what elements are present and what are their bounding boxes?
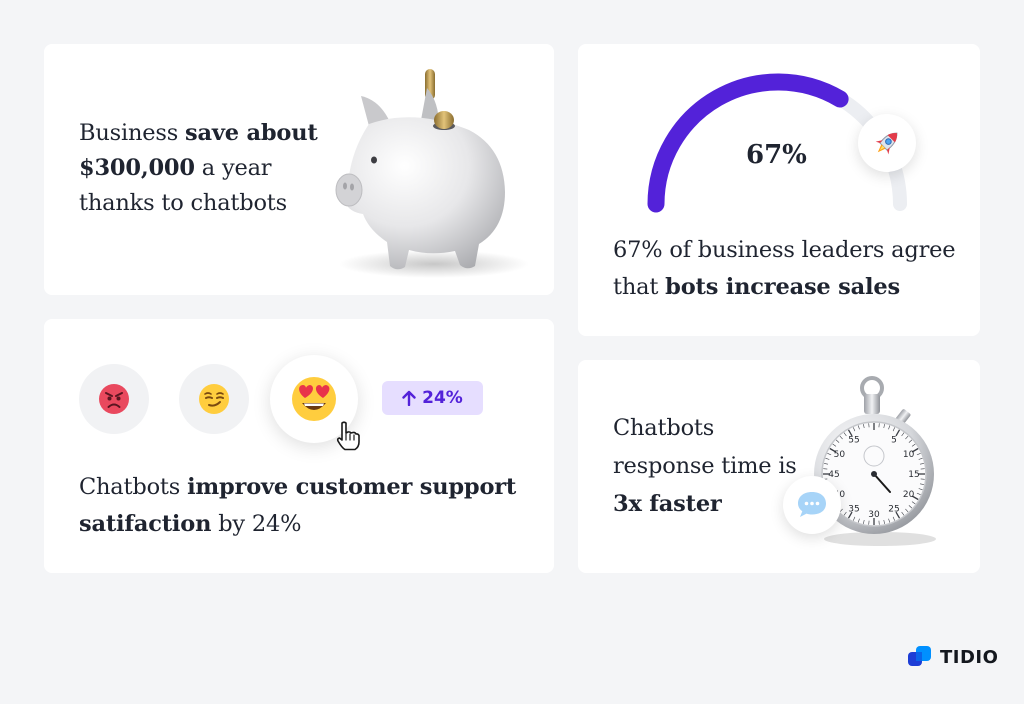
sales-card: 67% 67% of business leaders agree that b…	[578, 44, 980, 336]
heart-eyes-face-icon	[292, 377, 336, 421]
stopwatch-tick	[843, 511, 847, 516]
stopwatch-tick	[857, 425, 860, 430]
tidio-logo-icon	[908, 646, 931, 666]
increase-badge: 24%	[382, 381, 483, 415]
increase-badge-label: 24%	[422, 388, 463, 408]
stopwatch-number: 30	[868, 510, 880, 520]
stopwatch-tick	[835, 439, 840, 443]
stopwatch-tick	[863, 519, 865, 524]
chat-bubble-icon	[798, 492, 826, 517]
tidio-logo-text: TIDIO	[940, 646, 999, 668]
stopwatch-tick	[911, 443, 916, 447]
stopwatch-tick	[908, 505, 913, 509]
stopwatch-tick	[857, 518, 860, 523]
stopwatch-tick	[888, 425, 891, 430]
stopwatch-tick	[916, 453, 921, 456]
stopwatch-tick	[888, 518, 891, 523]
rocket-icon	[875, 132, 898, 155]
stopwatch-number: 20	[903, 490, 915, 500]
angry-face-option[interactable]	[79, 364, 149, 434]
hand-cursor-icon	[336, 421, 360, 451]
stopwatch-tick	[847, 429, 853, 437]
stopwatch-tick	[901, 432, 905, 437]
stopwatch-tick	[911, 495, 919, 501]
stopwatch-tick	[919, 463, 924, 465]
stopwatch-tick	[892, 516, 895, 521]
arrow-up-icon	[402, 390, 416, 406]
stopwatch-tick	[883, 424, 885, 429]
stopwatch-tick	[847, 511, 853, 519]
gauge-fill	[647, 73, 849, 213]
stopwatch-number: 35	[848, 505, 859, 515]
stopwatch-tick	[905, 435, 909, 440]
stopwatch-tick	[832, 443, 837, 447]
stopwatch-tick	[918, 457, 923, 460]
stopwatch-number: 10	[903, 450, 915, 460]
response-text: Chatbots response time is 3x faster	[613, 415, 797, 517]
stopwatch-tick	[892, 427, 895, 432]
chat-bubble-badge	[783, 476, 841, 534]
stopwatch-tick	[918, 488, 923, 491]
smirking-face-icon	[199, 384, 229, 414]
stopwatch-number: 45	[828, 470, 839, 480]
stopwatch-tick	[825, 457, 830, 460]
gauge-value: 67%	[746, 140, 807, 170]
stopwatch-tick	[843, 432, 847, 437]
savings-card: Business save about $300,000 a year than…	[44, 44, 554, 295]
stopwatch-tick	[839, 435, 843, 440]
sales-text: 67% of business leaders agree that bots …	[613, 237, 956, 300]
stopwatch-tick	[829, 447, 837, 453]
stopwatch-tick	[863, 424, 865, 429]
sales-gauge	[647, 73, 907, 213]
piggy-bank-image	[335, 69, 529, 278]
stopwatch-image: 510152025303540455055	[814, 376, 936, 546]
stopwatch-number: 25	[888, 505, 899, 515]
stopwatch-tick	[905, 508, 909, 513]
stopwatch-tick	[839, 508, 843, 513]
stopwatch-number: 15	[908, 470, 919, 480]
angry-face-icon	[99, 384, 129, 414]
stopwatch-tick	[919, 483, 924, 485]
stopwatch-tick	[901, 511, 905, 516]
response-card: Chatbots response time is 3x faster 5 10 1…	[578, 360, 980, 573]
stopwatch-tick	[895, 511, 901, 519]
stopwatch-tick	[853, 516, 856, 521]
stopwatch-tick	[908, 439, 913, 443]
satisfaction-card: 24% Chatbots improve customer support sa…	[44, 319, 554, 573]
rocket-badge	[858, 114, 916, 172]
stopwatch-number: 55	[848, 435, 859, 445]
savings-text: Business save about $300,000 a year than…	[79, 120, 318, 216]
stopwatch-tick	[824, 463, 829, 465]
stopwatch-tick	[911, 501, 916, 505]
tidio-logo: TIDIO	[906, 645, 998, 669]
satisfaction-text: Chatbots improve customer support satifa…	[79, 474, 517, 537]
stopwatch-tick	[916, 492, 921, 495]
stopwatch-tick	[883, 519, 885, 524]
stopwatch-number: 50	[834, 450, 846, 460]
stopwatch-tick	[853, 427, 856, 432]
stopwatch-tick	[895, 429, 901, 437]
stopwatch-number: 5	[891, 435, 897, 445]
smirking-face-option[interactable]	[179, 364, 249, 434]
stopwatch-tick	[827, 453, 832, 456]
stopwatch-tick	[911, 447, 919, 453]
